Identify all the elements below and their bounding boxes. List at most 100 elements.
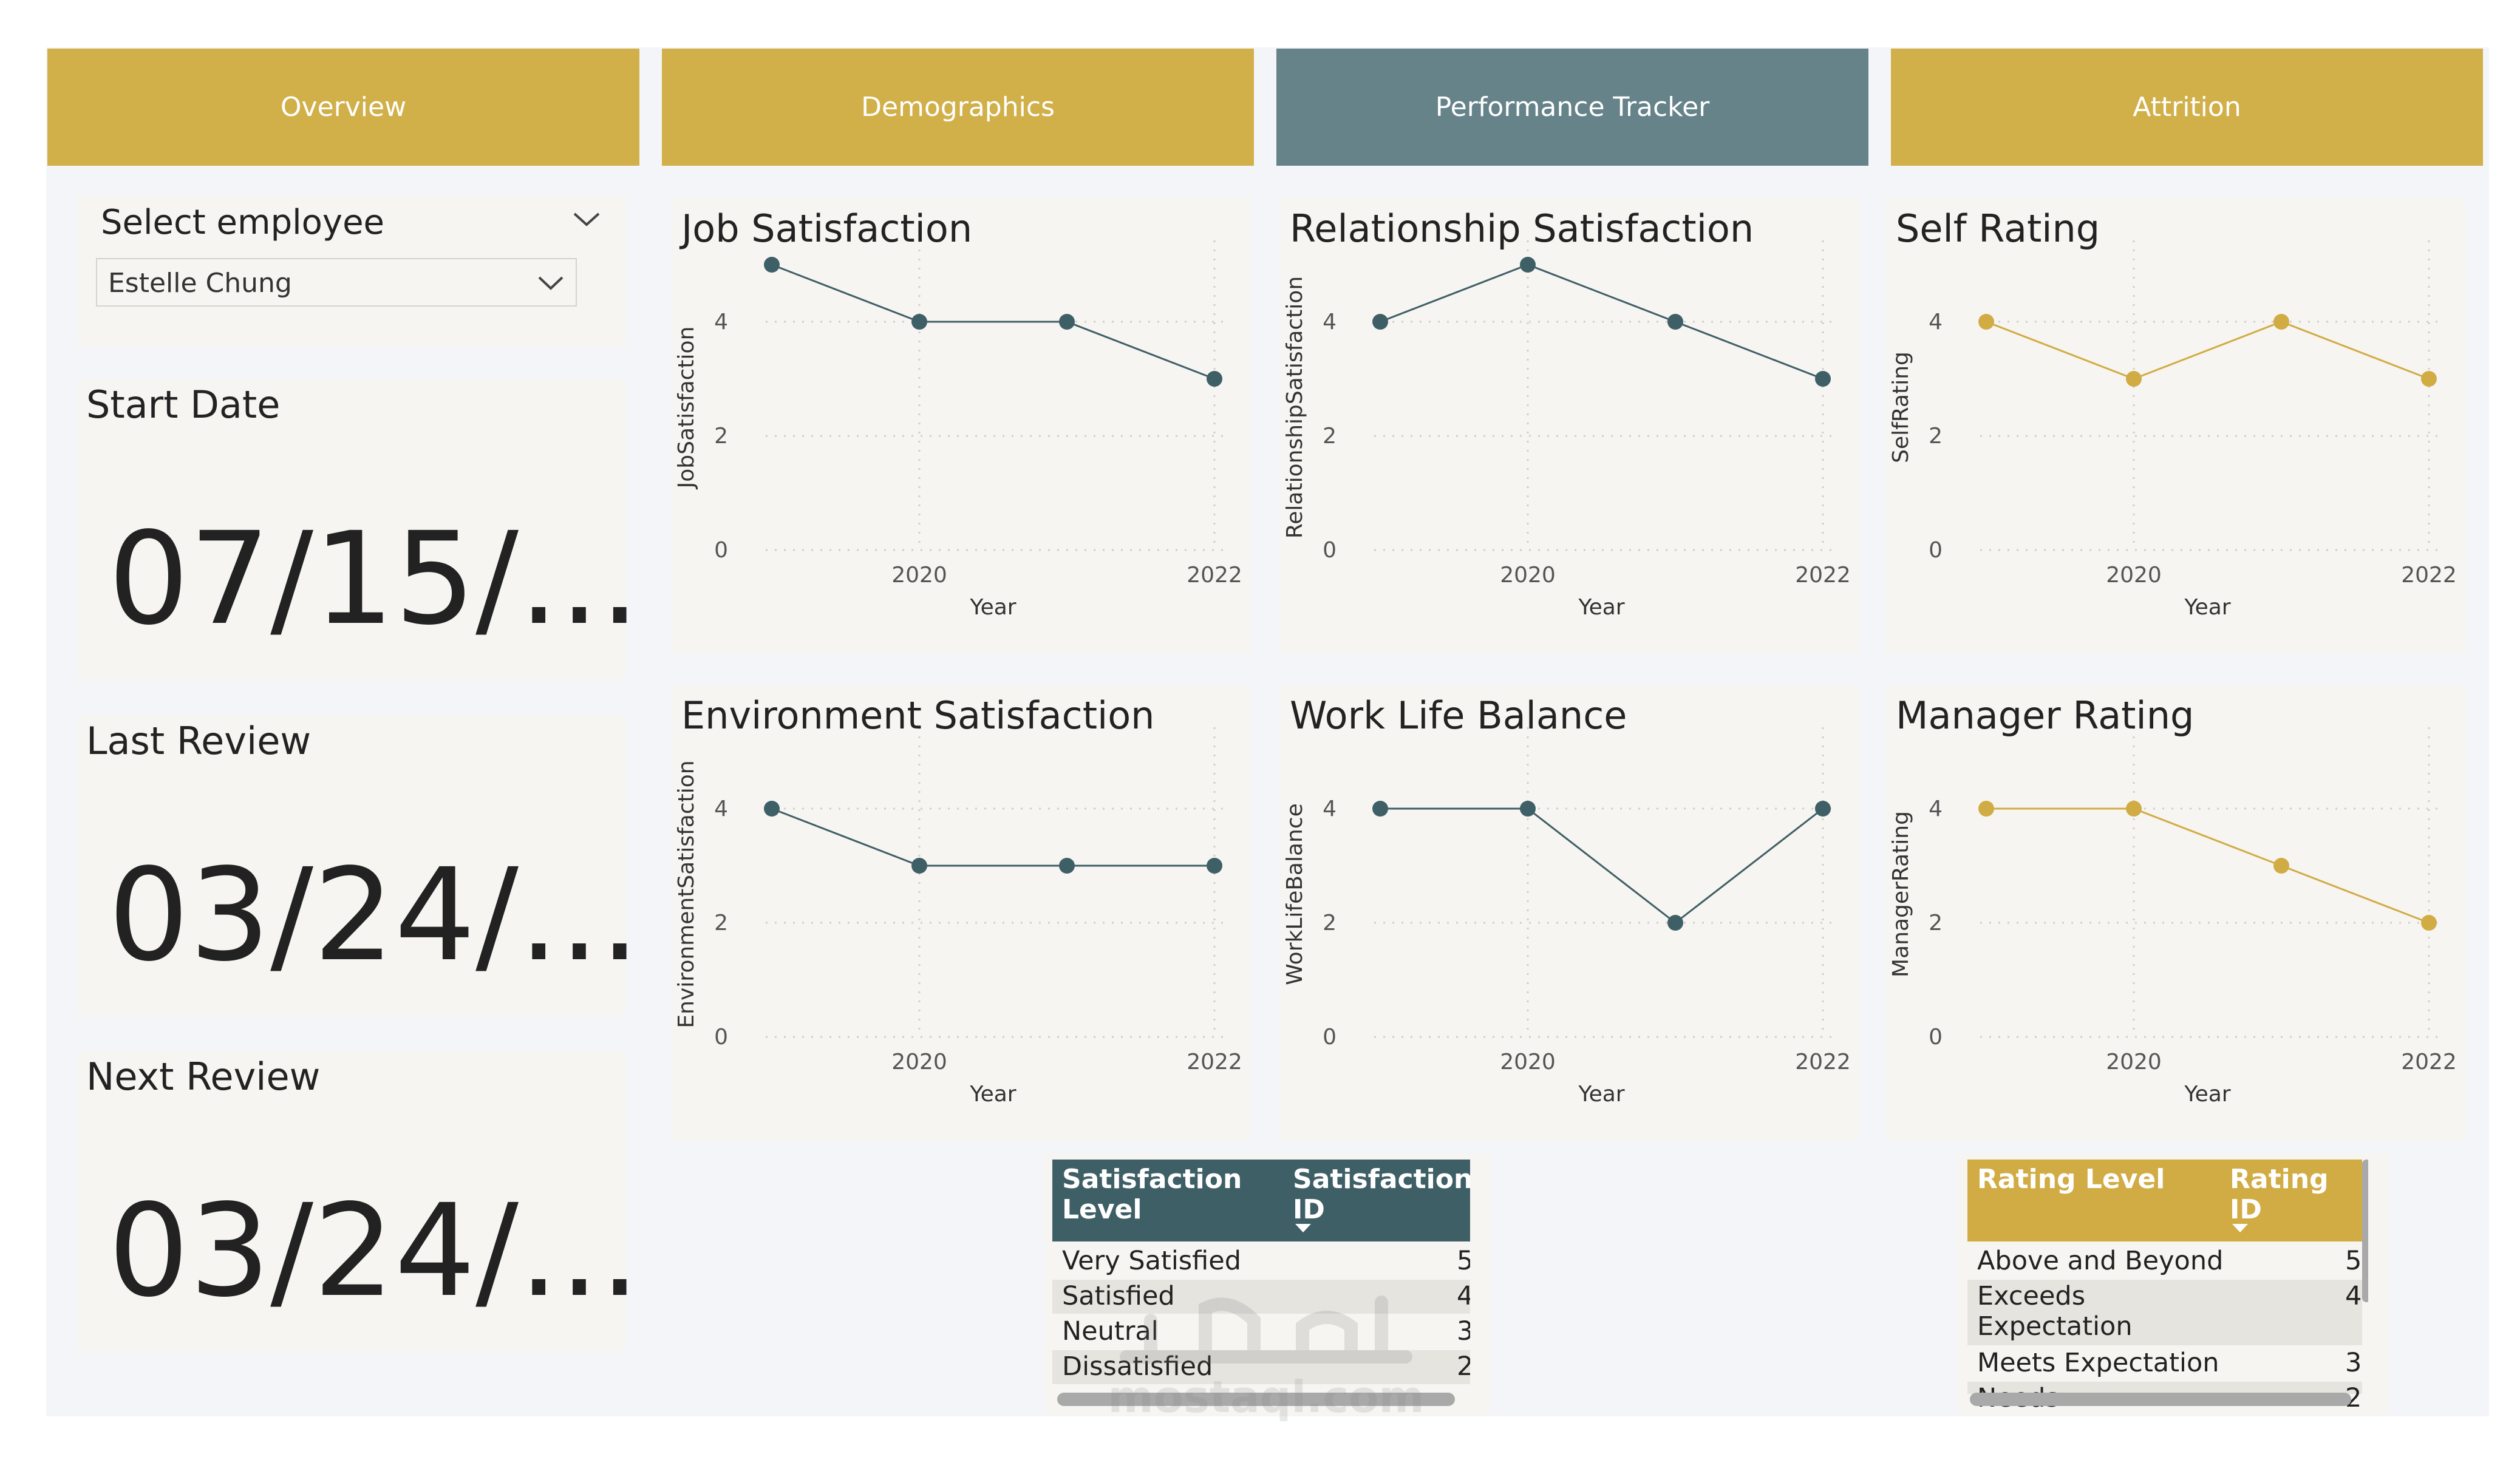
- y-tick-label: 4: [1929, 310, 1943, 335]
- cell-id: 5: [1457, 1246, 1470, 1276]
- data-point: [1520, 257, 1536, 273]
- manager-rating-chart[interactable]: 0 2 4 2020 2022 Year ManagerRating Manager Rat…: [1886, 685, 2465, 1140]
- relationship-satisfaction-chart[interactable]: 0 2 4 2020 2022 Year RelationshipSatisfaction …: [1280, 198, 1859, 653]
- data-point: [1059, 314, 1075, 330]
- job-satisfaction-chart[interactable]: 0 2 4 2020 2022 Year JobSatisfaction Job Satis…: [672, 198, 1251, 653]
- sort-descending-icon[interactable]: [2232, 1224, 2248, 1232]
- table-row[interactable]: Dissatisfied 2: [1052, 1350, 1470, 1384]
- x-tick-label: 2022: [2401, 1050, 2457, 1075]
- cell-id: 4: [1457, 1281, 1470, 1311]
- column-header-rating-id[interactable]: Rating ID: [2230, 1164, 2329, 1225]
- table-row[interactable]: Very Satisfied 5: [1052, 1245, 1470, 1279]
- rating-table[interactable]: Rating Level Rating ID Above and Beyond …: [1967, 1160, 2368, 1415]
- self-rating-chart[interactable]: 0 2 4 2020 2022 Year SelfRating Self Rating: [1886, 198, 2465, 653]
- next-review-title: Next Review: [86, 1055, 321, 1099]
- chevron-down-icon[interactable]: [536, 270, 566, 297]
- y-tick-label: 4: [714, 310, 728, 335]
- series-line: [1986, 321, 2430, 380]
- y-axis-title: EnvironmentSatisfaction: [674, 760, 699, 1028]
- sort-descending-icon[interactable]: [1295, 1224, 1311, 1232]
- next-review-card: Next Review 03/24/...: [78, 1052, 640, 1353]
- column-header-rating-level[interactable]: Rating Level: [1977, 1164, 2165, 1195]
- environment-satisfaction-chart[interactable]: 0 2 4 2020 2022 Year EnvironmentSatisfaction E…: [672, 685, 1251, 1140]
- work-life-balance-chart[interactable]: 0 2 4 2020 2022 Year WorkLifeBalance Work Life…: [1280, 685, 1859, 1140]
- tab-overview[interactable]: Overview: [47, 49, 639, 166]
- data-point: [2273, 314, 2289, 330]
- x-tick-label: 2020: [891, 1050, 947, 1075]
- cell-id: 5: [2345, 1246, 2362, 1276]
- y-tick-label: 4: [714, 796, 728, 821]
- table-header: Satisfaction Level Satisfaction ID: [1052, 1160, 1470, 1241]
- chart-title: Environment Satisfaction: [681, 693, 1155, 738]
- line-chart-plot: 0 2 4 2020 2022 Year SelfRating: [1888, 240, 2457, 620]
- x-tick-label: 2022: [2401, 563, 2457, 588]
- chart-title: Self Rating: [1896, 206, 2100, 251]
- cell-level: Exceeds Expectation: [1977, 1281, 2133, 1342]
- chart-title: Job Satisfaction: [681, 206, 973, 251]
- data-point: [1059, 858, 1075, 874]
- slicer-title: Select employee: [101, 203, 384, 242]
- table-header: Rating Level Rating ID: [1967, 1160, 2362, 1241]
- y-axis-title: ManagerRating: [1888, 811, 1913, 977]
- x-tick-label: 2020: [891, 563, 947, 588]
- data-point: [1207, 371, 1222, 387]
- table-row[interactable]: Meets Expectation 3: [1967, 1347, 2362, 1381]
- chart-title: Work Life Balance: [1290, 693, 1627, 738]
- data-point: [1372, 314, 1388, 330]
- employee-dropdown-value: Estelle Chung: [108, 268, 292, 299]
- series-line: [771, 807, 1214, 867]
- table-row[interactable]: Above and Beyond 5: [1967, 1245, 2362, 1279]
- cell-id: 4: [2345, 1281, 2362, 1311]
- x-axis-title: Year: [2184, 1082, 2230, 1107]
- vertical-scrollbar[interactable]: [2362, 1160, 2368, 1302]
- collapse-chevron-icon[interactable]: [568, 205, 605, 236]
- x-axis-title: Year: [1578, 1082, 1624, 1107]
- column-header-satisfaction-id[interactable]: Satisfaction ID: [1293, 1164, 1470, 1225]
- y-tick-label: 2: [714, 424, 728, 449]
- data-point: [1667, 314, 1683, 330]
- y-tick-label: 0: [1929, 1025, 1943, 1050]
- horizontal-scrollbar[interactable]: [1970, 1393, 2351, 1406]
- start-date-title: Start Date: [86, 382, 281, 427]
- y-tick-label: 4: [1323, 310, 1337, 335]
- data-point: [1978, 801, 1994, 817]
- horizontal-scrollbar[interactable]: [1057, 1393, 1455, 1406]
- x-tick-label: 2022: [1187, 563, 1242, 588]
- y-axis-title: WorkLifeBalance: [1282, 803, 1307, 985]
- y-axis-title: JobSatisfaction: [674, 327, 699, 490]
- column-header-satisfaction-level[interactable]: Satisfaction Level: [1062, 1164, 1242, 1225]
- employee-dropdown[interactable]: Estelle Chung: [96, 258, 577, 307]
- tab-performance-tracker[interactable]: Performance Tracker: [1276, 49, 1868, 166]
- data-point: [911, 314, 927, 330]
- y-tick-label: 2: [714, 911, 728, 936]
- tab-attrition[interactable]: Attrition: [1891, 49, 2483, 166]
- table-row[interactable]: Neutral 3: [1052, 1315, 1470, 1349]
- tab-demographics[interactable]: Demographics: [662, 49, 1254, 166]
- x-tick-label: 2022: [1187, 1050, 1242, 1075]
- x-tick-label: 2022: [1795, 1050, 1851, 1075]
- series-line: [1986, 807, 2430, 924]
- cell-id: 3: [1457, 1316, 1470, 1347]
- data-point: [2126, 371, 2142, 387]
- data-point: [2273, 858, 2289, 874]
- x-axis-title: Year: [969, 1082, 1016, 1107]
- line-chart-plot: 0 2 4 2020 2022 Year RelationshipSatisfaction: [1282, 240, 1851, 620]
- line-chart-plot: 0 2 4 2020 2022 Year ManagerRating: [1888, 727, 2457, 1107]
- y-tick-label: 2: [1929, 424, 1943, 449]
- table-row[interactable]: Exceeds Expectation 4: [1967, 1280, 2362, 1345]
- data-point: [911, 858, 927, 874]
- cell-level: Meets Expectation: [1977, 1348, 2219, 1378]
- chart-title: Relationship Satisfaction: [1290, 206, 1754, 251]
- x-axis-title: Year: [2184, 595, 2230, 620]
- last-review-title: Last Review: [86, 719, 312, 763]
- data-point: [764, 801, 780, 817]
- table-row[interactable]: Satisfied 4: [1052, 1280, 1470, 1314]
- next-review-value: 03/24/...: [108, 1177, 641, 1325]
- cell-level: Satisfied: [1062, 1281, 1175, 1311]
- table-row[interactable]: Needs 2: [1967, 1382, 2362, 1413]
- satisfaction-table[interactable]: Satisfaction Level Satisfaction ID Very …: [1052, 1160, 1470, 1415]
- x-tick-label: 2020: [2106, 563, 2162, 588]
- y-tick-label: 2: [1323, 424, 1337, 449]
- y-tick-label: 0: [1323, 538, 1337, 563]
